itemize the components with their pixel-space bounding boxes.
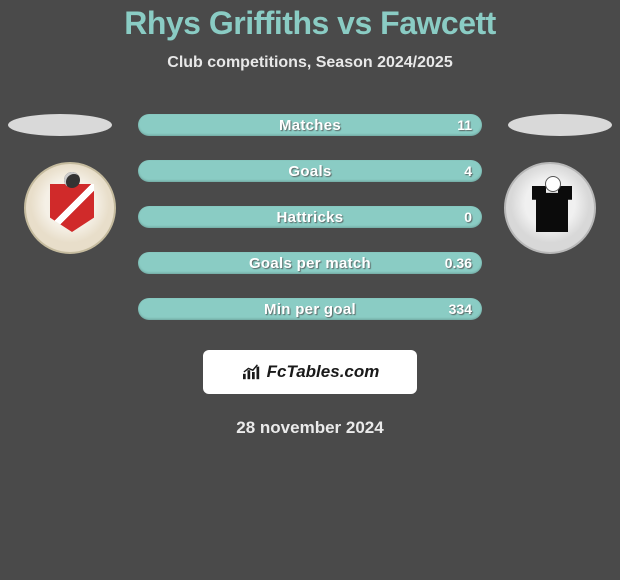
stat-bar: Goals 4 <box>138 160 482 182</box>
stat-label: Min per goal <box>264 301 356 318</box>
stat-bars: Matches 11 Goals 4 Hattricks 0 Goals per… <box>138 114 482 320</box>
stat-label: Hattricks <box>277 209 344 226</box>
stat-value: 0.36 <box>445 255 472 271</box>
placeholder-ellipse-left <box>8 114 112 136</box>
placeholder-ellipse-right <box>508 114 612 136</box>
stat-bar: Matches 11 <box>138 114 482 136</box>
club-crest-right <box>504 162 596 254</box>
stat-value: 0 <box>464 209 472 225</box>
page-title: Rhys Griffiths vs Fawcett <box>0 5 620 42</box>
stat-value: 4 <box>464 163 472 179</box>
chart-icon <box>241 363 263 381</box>
stat-bar: Hattricks 0 <box>138 206 482 228</box>
stat-value: 334 <box>449 301 472 317</box>
subtitle: Club competitions, Season 2024/2025 <box>0 54 620 72</box>
content-area: Matches 11 Goals 4 Hattricks 0 Goals per… <box>0 114 620 320</box>
stat-bar: Min per goal 334 <box>138 298 482 320</box>
stat-label: Goals per match <box>249 255 371 272</box>
club-crest-left <box>24 162 116 254</box>
stat-value: 11 <box>457 117 472 133</box>
brand-box: FcTables.com <box>203 350 417 394</box>
infographic-container: Rhys Griffiths vs Fawcett Club competiti… <box>0 0 620 438</box>
brand-text: FcTables.com <box>267 362 380 382</box>
stat-bar: Goals per match 0.36 <box>138 252 482 274</box>
date-text: 28 november 2024 <box>0 418 620 438</box>
stat-label: Goals <box>288 163 331 180</box>
stat-label: Matches <box>279 117 341 134</box>
